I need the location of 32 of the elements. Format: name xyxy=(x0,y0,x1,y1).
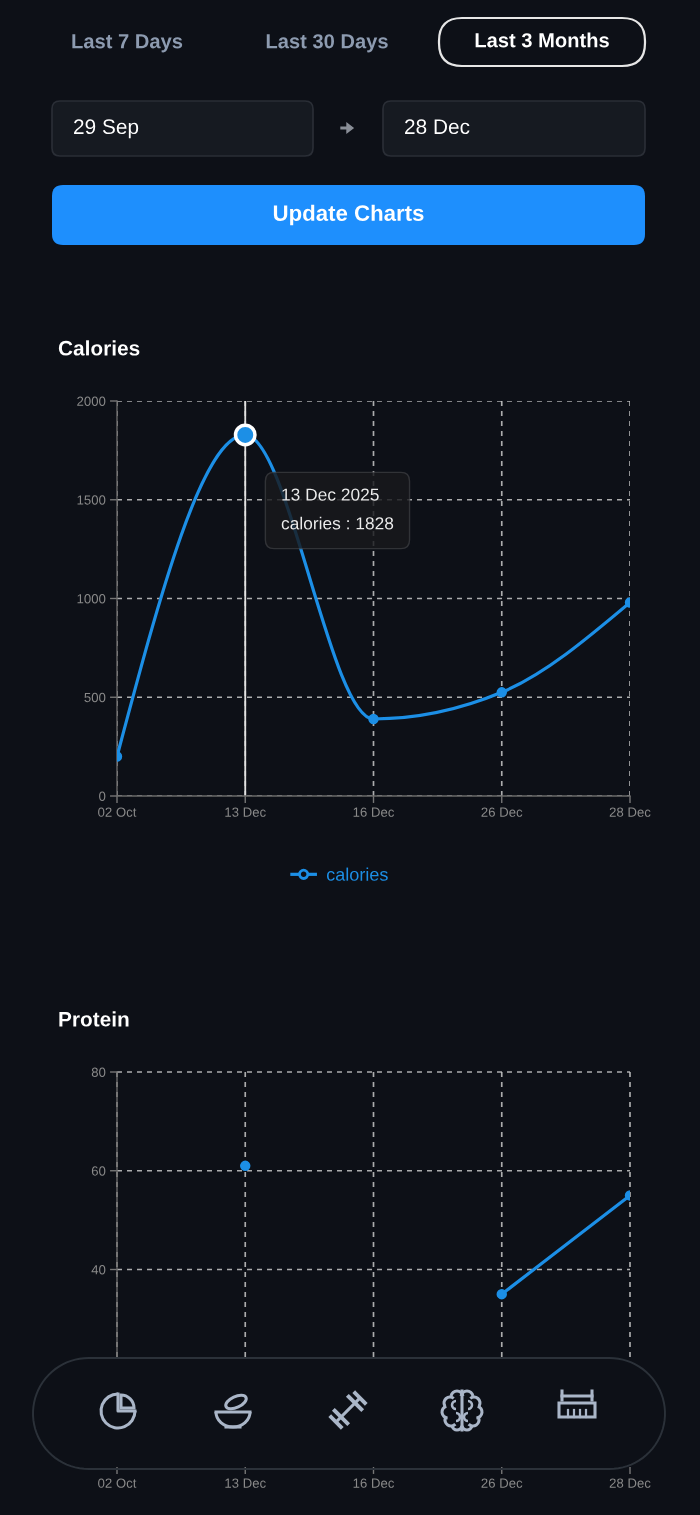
y-tick-label: 60 xyxy=(91,1166,106,1176)
x-tick-label: 13 Dec xyxy=(225,807,266,817)
x-tick-label: 02 Oct xyxy=(98,1478,137,1488)
text: Last 3 Months xyxy=(475,32,609,48)
y-tick-label: 0 xyxy=(99,791,106,801)
point xyxy=(496,1288,507,1300)
y-tick-label: 1500 xyxy=(77,495,106,505)
annotation: 13 Dec 2025 calories : 1828 xyxy=(281,488,394,530)
x-tick-label: 02 Oct xyxy=(98,807,137,817)
chart-title: Protein xyxy=(59,1011,129,1027)
x-tick-label: 26 Dec xyxy=(481,807,523,817)
chart-title: Calories xyxy=(58,340,140,356)
point xyxy=(496,687,507,698)
y-tick-label: 2000 xyxy=(77,396,106,406)
x-tick-label: 26 Dec xyxy=(481,1478,523,1488)
legend-label: calories xyxy=(326,867,388,881)
y-tick-label: 80 xyxy=(91,1067,106,1077)
text: 29 Sep xyxy=(74,119,139,139)
point xyxy=(240,1160,251,1172)
text: Last 7 Days xyxy=(72,34,183,53)
x-tick-label: 28 Dec xyxy=(609,807,651,817)
x-tick-label: 28 Dec xyxy=(609,1478,651,1488)
point xyxy=(368,713,379,725)
text: 28 Dec xyxy=(405,119,470,135)
x-tick-label: 16 Dec xyxy=(353,807,395,817)
y-tick-label: 1000 xyxy=(77,594,106,604)
y-tick-label: 40 xyxy=(91,1265,106,1275)
y-tick-label: 500 xyxy=(84,692,106,703)
x-tick-label: 16 Dec xyxy=(353,1478,395,1488)
x-tick-label: 13 Dec xyxy=(225,1478,266,1488)
text: Last 30 Days xyxy=(266,34,388,53)
text: Update Charts xyxy=(273,204,424,226)
